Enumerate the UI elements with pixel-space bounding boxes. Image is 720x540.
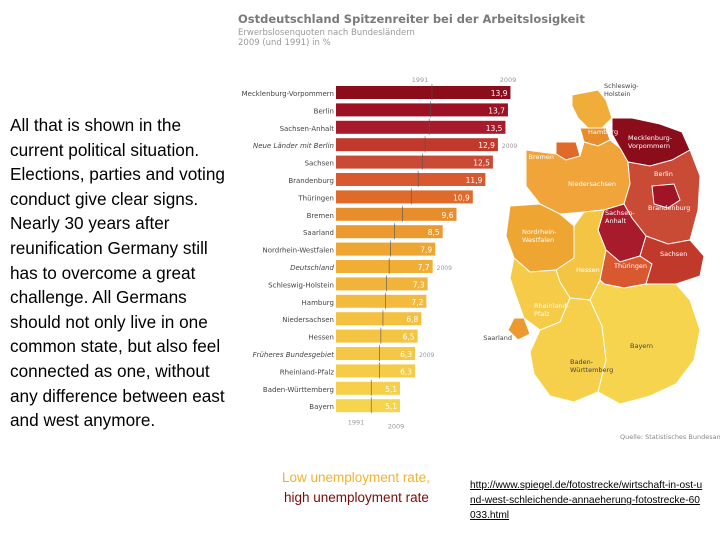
category-label-9: Nordrhein-Westfalen bbox=[263, 247, 335, 255]
bar-6 bbox=[336, 190, 473, 204]
category-label-18: Bayern bbox=[309, 403, 334, 411]
bar-8 bbox=[336, 225, 443, 239]
category-label-3: Neue Länder mit Berlin bbox=[253, 142, 334, 150]
value-label-10: 7,7 bbox=[418, 263, 430, 272]
value-label-5: 11,9 bbox=[466, 176, 483, 185]
map-label-sn: Sachsen bbox=[660, 250, 687, 258]
year-marker-3: 2009 bbox=[502, 143, 517, 150]
map-label-he: Hessen bbox=[576, 266, 600, 274]
year-label-1991-bottom: 1991 bbox=[348, 419, 365, 427]
value-label-14: 6,5 bbox=[403, 333, 415, 342]
map-label-ni: Niedersachsen bbox=[568, 180, 616, 188]
category-label-17: Baden-Württemberg bbox=[263, 386, 334, 394]
map-state-by bbox=[589, 279, 701, 405]
map-label-st: Sachsen-Anhalt bbox=[605, 209, 635, 225]
value-label-12: 7,2 bbox=[411, 298, 423, 307]
category-label-0: Mecklenburg-Vorpommern bbox=[242, 90, 334, 98]
map-state-sl bbox=[507, 317, 531, 341]
map-label-mv: Mecklenburg-Vorpommern bbox=[628, 134, 673, 150]
bar-13 bbox=[336, 312, 422, 326]
value-label-1: 13,7 bbox=[488, 106, 505, 115]
value-label-0: 13,9 bbox=[491, 89, 508, 98]
category-label-16: Rheinland-Pfalz bbox=[280, 368, 335, 376]
category-label-5: Brandenburg bbox=[288, 177, 334, 185]
category-label-10: Deutschland bbox=[290, 264, 334, 272]
category-label-6: Thüringen bbox=[297, 194, 334, 202]
value-label-9: 7,9 bbox=[420, 246, 432, 255]
bar-9 bbox=[336, 242, 436, 256]
bar-1 bbox=[336, 103, 508, 117]
chart-subtitle: Erwerbslosenquoten nach Bundesländern 20… bbox=[238, 28, 415, 48]
bar-14 bbox=[336, 329, 418, 343]
map-label-sh: Schleswig-Holstein bbox=[604, 82, 639, 98]
category-label-1: Berlin bbox=[314, 107, 334, 115]
value-label-3: 12,9 bbox=[478, 141, 495, 150]
category-label-4: Sachsen bbox=[305, 160, 334, 168]
legend-low-unemployment: Low unemployment rate, bbox=[282, 470, 430, 485]
map-label-by: Bayern bbox=[630, 342, 653, 350]
bar-4 bbox=[336, 155, 493, 169]
bar-18 bbox=[336, 399, 401, 413]
category-label-13: Niedersachsen bbox=[282, 316, 334, 324]
bar-12 bbox=[336, 294, 427, 308]
map-label-be: Berlin bbox=[654, 170, 673, 178]
category-label-8: Saarland bbox=[303, 229, 334, 237]
chart-source: Quelle: Statistisches Bundesamt bbox=[620, 433, 720, 441]
map-label-th: Thüringen bbox=[613, 262, 647, 270]
map-label-nw: Nordrhein-Westfalen bbox=[522, 228, 557, 244]
bar-7 bbox=[336, 207, 457, 221]
map-labels: Schleswig-Holstein Mecklenburg-Vorpommern… bbox=[483, 82, 690, 374]
value-label-17: 5,1 bbox=[385, 385, 397, 394]
value-label-6: 10,9 bbox=[453, 193, 470, 202]
legend-high-unemployment: high unemployment rate bbox=[284, 490, 429, 505]
category-label-7: Bremen bbox=[307, 212, 334, 220]
map-state-be bbox=[651, 183, 681, 209]
map-label-hb: Bremen bbox=[529, 153, 554, 161]
map-state-sn bbox=[639, 235, 705, 285]
bar-11 bbox=[336, 277, 428, 291]
value-label-13: 6,8 bbox=[406, 315, 418, 324]
year-label-2009-bottom: 2009 bbox=[388, 423, 405, 431]
chart-title: Ostdeutschland Spitzenreiter bei der Arb… bbox=[238, 12, 585, 26]
category-label-2: Sachsen-Anhalt bbox=[280, 125, 335, 133]
value-label-7: 9,6 bbox=[442, 211, 454, 220]
bar-10 bbox=[336, 260, 433, 273]
bar-0 bbox=[336, 86, 511, 99]
bar-3 bbox=[336, 138, 498, 152]
value-label-16: 6,3 bbox=[400, 367, 412, 376]
value-label-2: 13,5 bbox=[486, 124, 503, 133]
bar-2 bbox=[336, 120, 506, 134]
value-label-18: 5,1 bbox=[385, 402, 397, 411]
year-label-2009-top: 2009 bbox=[500, 76, 517, 84]
slide-body-text: All that is shown in the current politic… bbox=[10, 115, 225, 431]
year-marker-10: 2009 bbox=[437, 265, 452, 272]
value-label-11: 7,3 bbox=[413, 280, 425, 289]
category-label-12: Hamburg bbox=[302, 299, 334, 307]
value-label-4: 12,5 bbox=[473, 159, 490, 168]
map-label-rp: Rheinland-Pfalz bbox=[534, 302, 570, 318]
value-label-8: 8,5 bbox=[428, 228, 440, 237]
year-label-1991-top: 1991 bbox=[412, 76, 429, 84]
category-label-15: Früheres Bundesgebiet bbox=[253, 351, 335, 359]
chart-subtitle-line2: 2009 (und 1991) in % bbox=[238, 38, 331, 48]
bar-17 bbox=[336, 381, 401, 395]
map-label-hh: Hamburg bbox=[588, 128, 618, 136]
category-label-11: Schleswig-Holstein bbox=[268, 281, 334, 289]
bar-5 bbox=[336, 173, 486, 186]
bar-15 bbox=[336, 347, 416, 360]
value-label-15: 6,3 bbox=[400, 350, 412, 359]
map-label-bw: Baden-Württemberg bbox=[570, 358, 613, 374]
map-states bbox=[505, 89, 705, 405]
year-marker-15: 2009 bbox=[419, 352, 434, 359]
map-label-bb: Brandenburg bbox=[648, 204, 690, 212]
source-link[interactable]: http://www.spiegel.de/fotostrecke/wirtsc… bbox=[470, 480, 703, 522]
map-label-sl: Saarland bbox=[483, 334, 512, 342]
bar-16 bbox=[336, 364, 416, 378]
category-label-14: Hessen bbox=[308, 334, 334, 342]
chart-subtitle-line1: Erwerbslosenquoten nach Bundesländern bbox=[238, 28, 415, 38]
